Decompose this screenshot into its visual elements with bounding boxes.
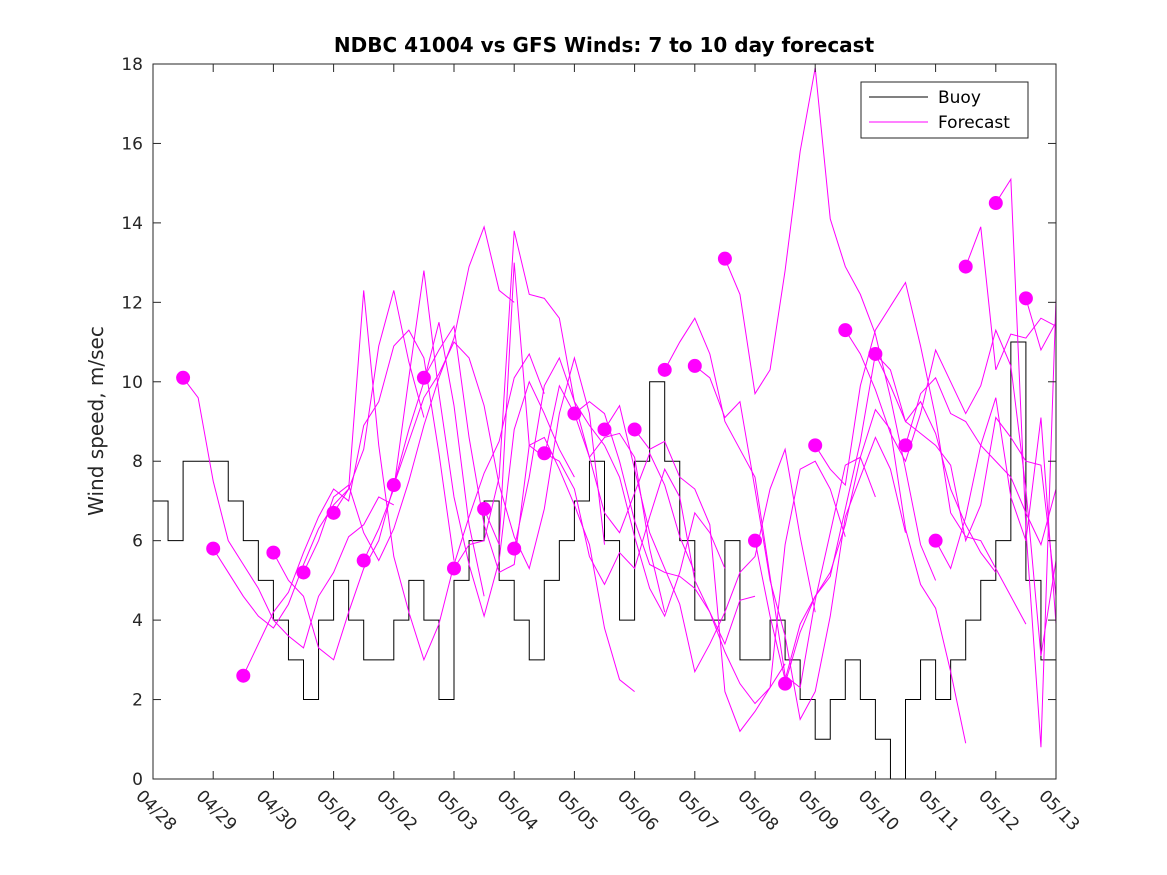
forecast-line [272, 322, 485, 661]
forecast-series [182, 67, 1057, 748]
legend: Buoy Forecast [860, 81, 1029, 139]
forecast-line [333, 290, 545, 662]
forecast-marker [206, 541, 221, 556]
y-tick-label: 4 [132, 611, 143, 631]
forecast-marker [868, 346, 883, 361]
forecast-marker [838, 323, 853, 338]
forecast-marker [326, 505, 341, 520]
forecast-marker [597, 422, 612, 437]
forecast-line [965, 226, 1057, 371]
forecast-marker [778, 676, 793, 691]
forecast-marker [657, 362, 672, 377]
forecast-marker [928, 533, 943, 548]
y-tick-label: 14 [121, 214, 143, 234]
y-axis-label: Wind speed, m/sec [84, 326, 108, 516]
forecast-marker [1018, 291, 1033, 306]
forecast-marker [537, 446, 552, 461]
forecast-line [784, 352, 997, 684]
forecast-marker [687, 358, 702, 373]
forecast-line [1025, 298, 1057, 352]
forecast-line [513, 356, 726, 618]
y-axis: 0 2 4 6 8 10 12 14 16 18 [121, 55, 1056, 790]
y-tick-label: 0 [132, 770, 143, 790]
forecast-line [754, 408, 967, 744]
forecast-marker [748, 533, 762, 548]
legend-box [860, 81, 1029, 139]
forecast-line [995, 177, 1057, 748]
buoy-series [153, 341, 1057, 780]
forecast-marker [176, 370, 191, 385]
forecast-marker [477, 501, 492, 516]
forecast-marker [988, 196, 1003, 211]
forecast-line [664, 317, 876, 689]
forecast-marker [567, 406, 582, 421]
forecast-marker [717, 251, 732, 266]
forecast-marker [236, 668, 251, 683]
forecast-line [935, 397, 1057, 625]
plot-frame [152, 63, 1057, 780]
forecast-markers [176, 196, 1033, 691]
buoy-line [153, 341, 1057, 780]
forecast-line [212, 290, 425, 629]
forecast-line [634, 429, 846, 733]
forecast-marker [958, 259, 973, 274]
forecast-line [242, 329, 455, 676]
forecast-line [182, 377, 395, 649]
plot-area [152, 63, 1057, 780]
forecast-marker [627, 422, 642, 437]
forecast-marker [416, 370, 431, 385]
forecast-marker [447, 561, 461, 576]
chart-title: NDBC 41004 vs GFS Winds: 7 to 10 day for… [334, 33, 875, 57]
forecast-line [694, 365, 906, 721]
forecast-marker [898, 438, 913, 453]
forecast-line [844, 328, 1057, 656]
forecast-marker [296, 565, 311, 580]
forecast-line [604, 404, 816, 674]
forecast-marker [266, 545, 281, 560]
y-tick-label: 12 [121, 293, 143, 313]
forecast-marker [808, 438, 823, 453]
forecast-line [814, 281, 1027, 625]
forecast-marker [356, 553, 371, 568]
y-tick-label: 6 [132, 532, 143, 552]
forecast-line [875, 353, 1057, 597]
legend-label-forecast: Forecast [938, 113, 1010, 133]
y-tick-label: 10 [121, 373, 143, 393]
y-tick-label: 16 [121, 134, 143, 154]
forecast-line [483, 262, 696, 573]
y-tick-label: 2 [132, 691, 143, 711]
legend-label-buoy: Buoy [938, 88, 981, 108]
forecast-marker [507, 541, 522, 556]
y-tick-label: 18 [121, 55, 143, 75]
forecast-marker [386, 478, 401, 493]
forecast-line [303, 225, 515, 573]
y-tick-label: 8 [132, 452, 143, 472]
forecast-line [363, 270, 575, 618]
